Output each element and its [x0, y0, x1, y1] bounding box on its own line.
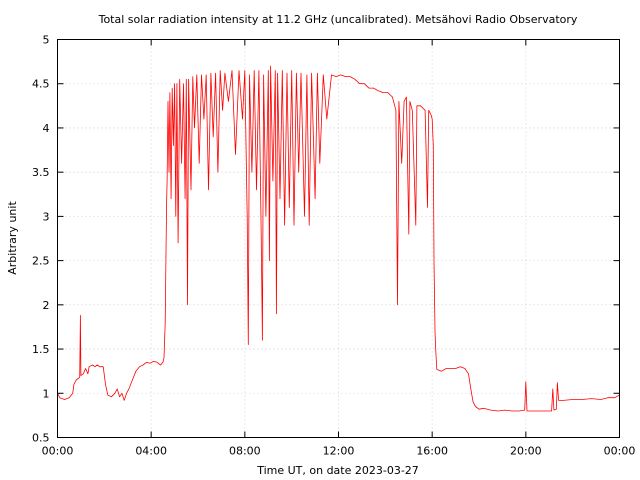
plot-frame [57, 39, 620, 438]
y-tick-label: 4.5 [32, 78, 50, 91]
x-tick-label: 08:00 [229, 445, 261, 458]
y-axis-label: Arbitrary unit [6, 201, 19, 275]
y-tick-label: 1.5 [32, 343, 50, 356]
x-tick-label: 20:00 [510, 445, 542, 458]
y-tick-label: 4 [43, 122, 50, 135]
x-tick-label: 16:00 [416, 445, 448, 458]
y-tick-label: 3.5 [32, 166, 50, 179]
y-tick-label: 5 [43, 34, 50, 47]
x-tick-label: 00:00 [604, 445, 636, 458]
chart-title: Total solar radiation intensity at 11.2 … [98, 13, 578, 26]
x-axis-label: Time UT, on date 2023-03-27 [256, 464, 419, 477]
series-line [57, 65, 620, 412]
x-tick-label: 04:00 [135, 445, 167, 458]
x-tick-label: 00:00 [42, 445, 74, 458]
y-tick-label: 2.5 [32, 255, 50, 268]
y-tick-label: 1 [43, 387, 50, 400]
x-tick-label: 12:00 [323, 445, 355, 458]
tick-marks [57, 39, 620, 438]
y-tick-label: 0.5 [32, 432, 50, 445]
series-layer [57, 65, 620, 412]
grid-lines [57, 39, 620, 438]
y-tick-labels: 0.5 1 1.5 2 2.5 3 3.5 4 4.5 5 [32, 34, 50, 445]
y-tick-label: 2 [43, 299, 50, 312]
x-tick-labels: 00:00 04:00 08:00 12:00 16:00 20:00 00:00 [42, 445, 636, 458]
y-tick-label: 3 [43, 210, 50, 223]
